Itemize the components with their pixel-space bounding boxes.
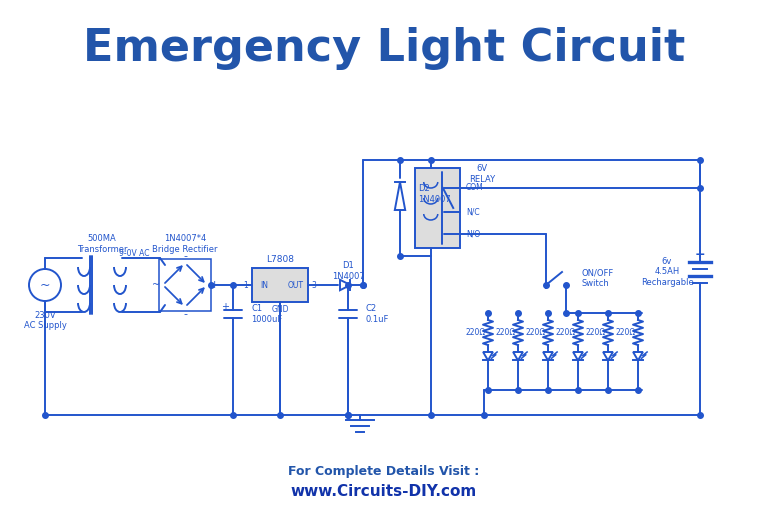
Text: 1: 1 (243, 281, 248, 289)
Text: -: - (183, 309, 187, 319)
Text: ~: ~ (40, 279, 50, 291)
Text: ~: ~ (152, 280, 160, 290)
Text: C2
0.1uF: C2 0.1uF (366, 304, 389, 324)
Text: 6V
RELAY: 6V RELAY (469, 164, 495, 184)
Text: Emergency Light Circuit: Emergency Light Circuit (83, 26, 685, 70)
Bar (252, 268, 308, 302)
Text: 220Ω: 220Ω (556, 328, 576, 337)
Text: IN: IN (260, 281, 268, 289)
Text: D1
1N4007: D1 1N4007 (332, 261, 364, 281)
Text: COM: COM (466, 183, 484, 193)
Text: 500MA
Transformer: 500MA Transformer (77, 234, 127, 254)
Text: +: + (210, 280, 219, 290)
Text: 230V
AC Supply: 230V AC Supply (24, 311, 67, 331)
Text: 220Ω: 220Ω (496, 328, 516, 337)
Text: N/O: N/O (466, 229, 480, 238)
Text: www.Circuits-DIY.com: www.Circuits-DIY.com (291, 485, 477, 500)
Text: D2
1N4007: D2 1N4007 (418, 184, 451, 204)
Text: L7808: L7808 (266, 255, 294, 265)
Text: 1N4007*4
Bridge Rectifier: 1N4007*4 Bridge Rectifier (152, 234, 218, 254)
Text: 6v
4.5AH
Rechargable: 6v 4.5AH Rechargable (641, 257, 694, 287)
Text: +: + (221, 302, 229, 312)
Text: 9-0V AC: 9-0V AC (119, 249, 149, 259)
Text: 220Ω: 220Ω (616, 328, 636, 337)
Text: 3: 3 (312, 281, 316, 289)
Text: For Complete Details Visit :: For Complete Details Visit : (288, 466, 480, 478)
Text: 220Ω: 220Ω (465, 328, 486, 337)
Text: ON/OFF
Switch: ON/OFF Switch (582, 268, 614, 288)
Bar (159, 259, 211, 311)
Text: -: - (183, 251, 187, 261)
Text: +: + (695, 248, 705, 261)
Text: 220Ω: 220Ω (586, 328, 606, 337)
Text: N/C: N/C (466, 208, 480, 216)
Text: 220Ω: 220Ω (526, 328, 546, 337)
Bar (415, 168, 460, 248)
Text: GND: GND (271, 305, 289, 315)
Text: C1
1000uF: C1 1000uF (251, 304, 283, 324)
Text: OUT: OUT (288, 281, 304, 289)
